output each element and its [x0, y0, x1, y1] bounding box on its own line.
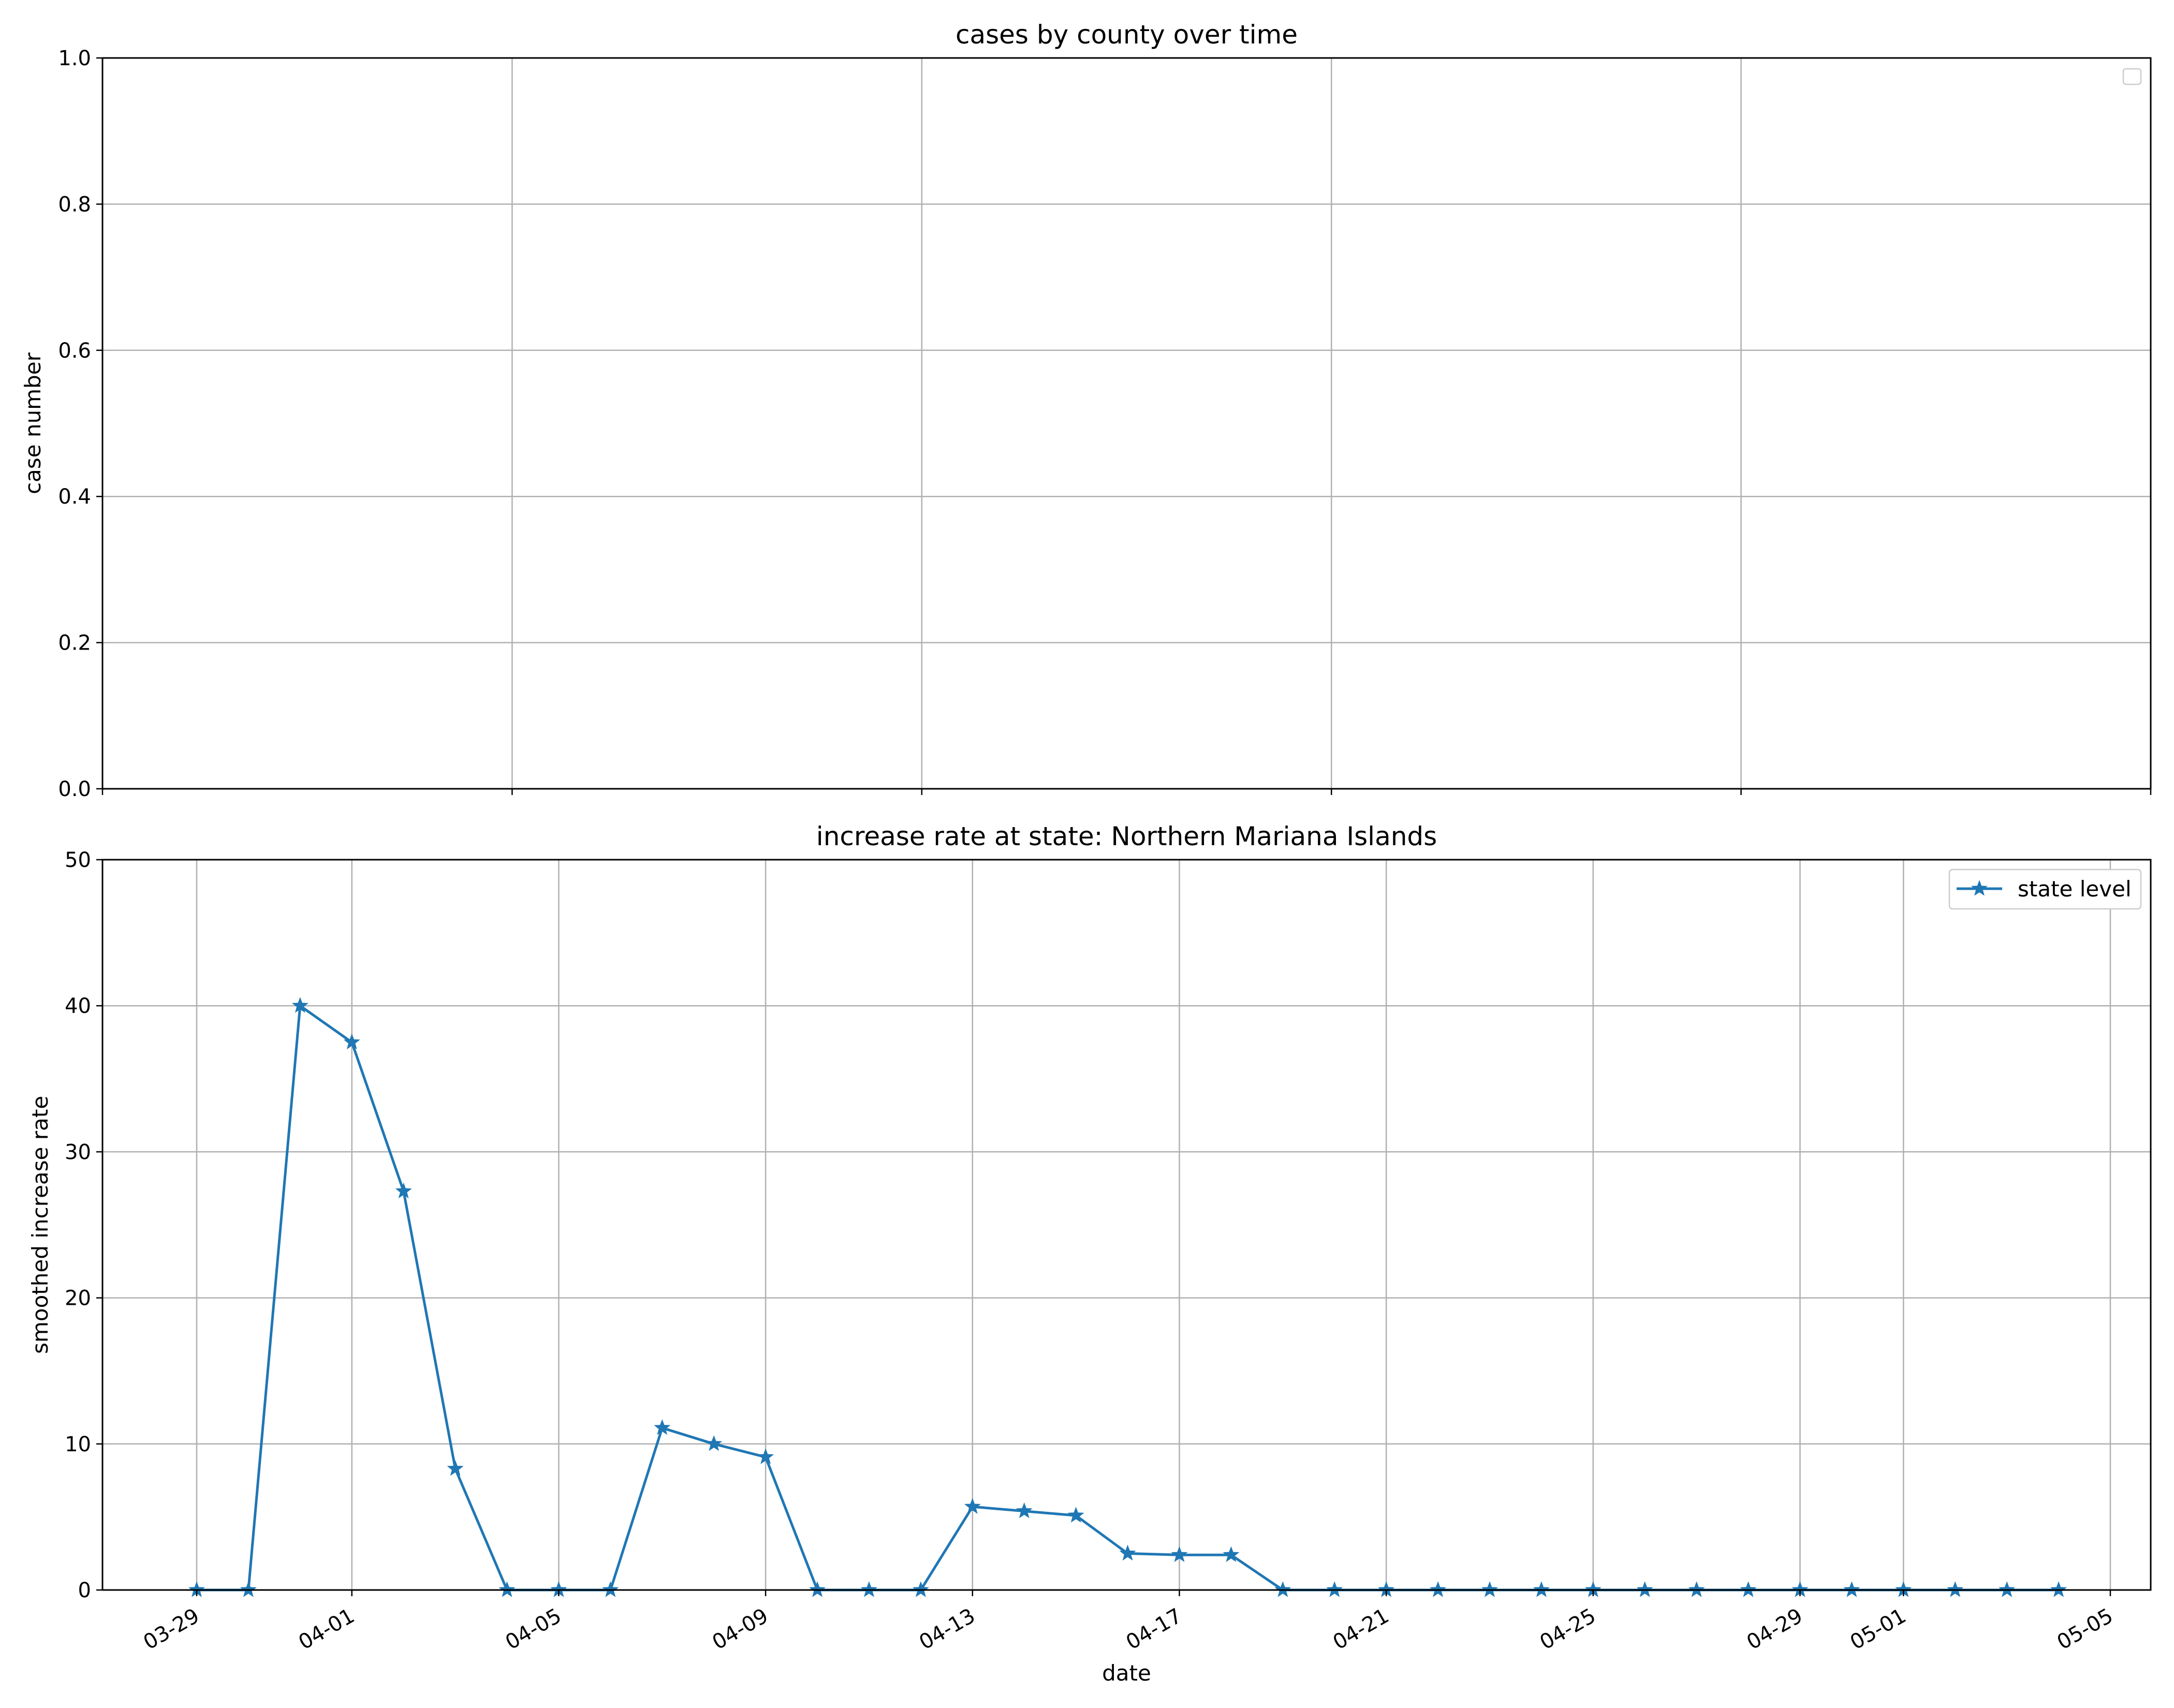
data-point-star-marker — [447, 1460, 464, 1476]
data-point-star-marker — [343, 1033, 360, 1050]
bottom-panel-y-tick-label: 30 — [65, 1140, 91, 1164]
bottom-panel-y-axis-label: smoothed increase rate — [27, 1096, 53, 1354]
top-panel: 0.0 0.2 0.4 0.6 0.8 1.0 cases by county over … — [20, 20, 2152, 801]
top-panel-y-tick-label: 0.2 — [58, 631, 91, 655]
bottom-panel-y-ticks: 0 10 20 30 40 50 — [65, 848, 102, 1602]
data-point-star-marker — [1016, 1502, 1033, 1519]
data-point-star-marker — [1223, 1546, 1240, 1562]
legend-entry-state-level: state level — [2018, 876, 2132, 902]
top-panel-y-tick-label: 1.0 — [58, 47, 91, 70]
bottom-panel-y-tick-label: 10 — [65, 1433, 91, 1456]
top-panel-y-axis-label: case number — [20, 352, 46, 494]
top-panel-y-tick-label: 0.8 — [58, 193, 91, 216]
top-panel-y-tick-label: 0.6 — [58, 339, 91, 363]
data-point-star-marker — [1067, 1507, 1084, 1523]
data-point-star-marker — [964, 1498, 981, 1514]
top-panel-x-ticks — [101, 789, 2152, 795]
bottom-panel-y-tick-label: 20 — [65, 1287, 91, 1311]
data-point-star-marker — [706, 1435, 723, 1451]
bottom-panel-frame — [101, 859, 2152, 1591]
top-panel-y-tick-label: 0.4 — [58, 485, 91, 509]
top-panel-title: cases by county over time — [956, 20, 1298, 50]
data-point-star-marker — [291, 997, 309, 1013]
top-panel-frame — [101, 57, 2152, 790]
bottom-panel-legend: state level — [1948, 868, 2142, 910]
bottom-panel-y-tick-label: 0 — [78, 1579, 91, 1602]
data-point-star-marker — [1171, 1546, 1188, 1562]
data-point-star-marker — [1119, 1544, 1136, 1561]
data-point-star-marker — [395, 1182, 412, 1199]
bottom-panel-y-tick-label: 40 — [65, 994, 91, 1018]
top-panel-legend-box — [2122, 68, 2142, 85]
legend-box — [1948, 868, 2142, 910]
top-panel-y-ticks: 0.0 0.2 0.4 0.6 0.8 1.0 — [58, 47, 102, 801]
data-point-star-marker — [654, 1419, 671, 1435]
data-point-star-marker — [757, 1448, 774, 1464]
bottom-panel-x-axis-label: date — [1102, 1660, 1151, 1686]
top-panel-y-tick-label: 0.0 — [58, 777, 91, 801]
bottom-panel-y-tick-label: 50 — [65, 848, 91, 872]
bottom-panel-title: increase rate at state: Northern Mariana… — [816, 821, 1437, 851]
legend-star-marker — [1971, 880, 1988, 896]
